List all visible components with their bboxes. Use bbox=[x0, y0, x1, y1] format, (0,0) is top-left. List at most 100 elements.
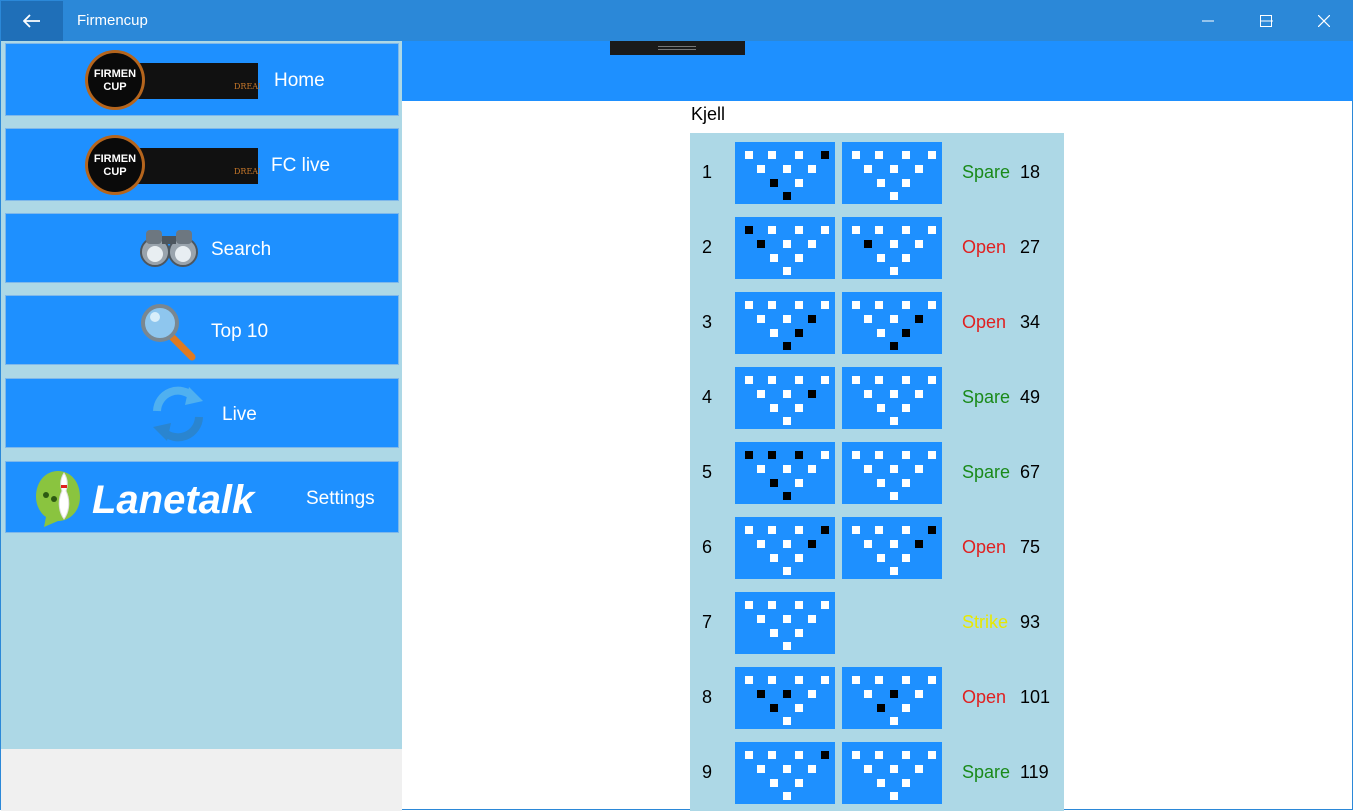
pin-diagram bbox=[842, 742, 942, 804]
handle-grip-line bbox=[658, 46, 696, 47]
sidebar-item-label: Search bbox=[211, 239, 272, 260]
pin-standing bbox=[757, 540, 765, 548]
pin-down bbox=[928, 526, 936, 534]
frame-number: 7 bbox=[702, 612, 713, 632]
window-title: Firmencup bbox=[77, 12, 148, 29]
pin-standing bbox=[852, 676, 860, 684]
pin-standing bbox=[795, 704, 803, 712]
sidebar-item-settings[interactable]: Lanetalk Settings bbox=[5, 461, 399, 533]
pin-standing bbox=[875, 676, 883, 684]
pin-standing bbox=[915, 240, 923, 248]
lanetalk-logo: Lanetalk bbox=[36, 471, 256, 527]
frame-total: 34 bbox=[1020, 312, 1041, 332]
pin-standing bbox=[890, 792, 898, 800]
pin-standing bbox=[808, 165, 816, 173]
pin-standing bbox=[795, 554, 803, 562]
pin-diagram bbox=[735, 667, 835, 729]
back-button[interactable] bbox=[1, 1, 63, 41]
pin-down bbox=[821, 151, 829, 159]
pin-down bbox=[864, 240, 872, 248]
maximize-icon bbox=[1260, 15, 1272, 27]
pin-standing bbox=[795, 226, 803, 234]
maximize-button[interactable] bbox=[1237, 1, 1295, 41]
pin-standing bbox=[821, 451, 829, 459]
pin-standing bbox=[864, 765, 872, 773]
pin-down bbox=[795, 451, 803, 459]
pin-standing bbox=[821, 301, 829, 309]
pin-down bbox=[890, 342, 898, 350]
pin-standing bbox=[808, 465, 816, 473]
sidebar-item-fc-live[interactable]: DREAM BOWL FIRMEN CUP FC live bbox=[5, 128, 399, 201]
binoculars-icon bbox=[140, 230, 198, 267]
frame-number: 2 bbox=[702, 237, 713, 257]
pin-standing bbox=[795, 629, 803, 637]
sidebar-item-live[interactable]: Live bbox=[5, 378, 399, 448]
pin-standing bbox=[915, 165, 923, 173]
pin-standing bbox=[808, 615, 816, 623]
pin-standing bbox=[902, 779, 910, 787]
pin-standing bbox=[902, 479, 910, 487]
pin-down bbox=[890, 690, 898, 698]
pin-down bbox=[915, 540, 923, 548]
frame-total: 18 bbox=[1020, 162, 1041, 182]
drag-handle[interactable] bbox=[610, 41, 745, 55]
close-button[interactable] bbox=[1295, 1, 1353, 41]
pin-standing bbox=[890, 315, 898, 323]
pin-standing bbox=[864, 540, 872, 548]
pin-standing bbox=[877, 404, 885, 412]
pin-standing bbox=[745, 376, 753, 384]
sidebar-panel: DREAM BOWL FIRMEN CUP Home DREAM BOWL FI… bbox=[1, 41, 402, 749]
pin-standing bbox=[902, 704, 910, 712]
sidebar-item-label: FC live bbox=[271, 155, 331, 176]
frame-total: 67 bbox=[1020, 462, 1041, 482]
pin-standing bbox=[852, 376, 860, 384]
title-bar: Firmencup bbox=[1, 1, 1353, 41]
player-name: Kjell bbox=[691, 104, 726, 124]
pin-down bbox=[770, 479, 778, 487]
pin-standing bbox=[890, 165, 898, 173]
pin-standing bbox=[877, 179, 885, 187]
pin-standing bbox=[783, 567, 791, 575]
pin-standing bbox=[875, 526, 883, 534]
pin-standing bbox=[890, 717, 898, 725]
pin-standing bbox=[864, 690, 872, 698]
pin-standing bbox=[902, 179, 910, 187]
pin-standing bbox=[783, 240, 791, 248]
frame-number: 9 bbox=[702, 762, 713, 782]
frame-total: 27 bbox=[1020, 237, 1041, 257]
pin-standing bbox=[795, 479, 803, 487]
minimize-button[interactable] bbox=[1179, 1, 1237, 41]
svg-text:CUP: CUP bbox=[103, 166, 126, 178]
sidebar: DREAM BOWL FIRMEN CUP Home DREAM BOWL FI… bbox=[1, 41, 402, 811]
pin-standing bbox=[745, 301, 753, 309]
pin-down bbox=[915, 315, 923, 323]
pin-standing bbox=[890, 417, 898, 425]
pin-standing bbox=[902, 226, 910, 234]
frame-result: Open bbox=[962, 687, 1007, 707]
pin-standing bbox=[795, 301, 803, 309]
pin-standing bbox=[890, 192, 898, 200]
sidebar-item-top-10[interactable]: Top 10 bbox=[5, 295, 399, 365]
pin-standing bbox=[915, 690, 923, 698]
pin-standing bbox=[852, 751, 860, 759]
pin-standing bbox=[864, 465, 872, 473]
pin-down bbox=[808, 390, 816, 398]
sidebar-item-search[interactable]: Search bbox=[5, 213, 399, 283]
frame-result: Spare bbox=[962, 762, 1011, 782]
pin-standing bbox=[877, 554, 885, 562]
pin-standing bbox=[877, 479, 885, 487]
pin-diagram bbox=[842, 292, 942, 354]
pin-diagram bbox=[735, 517, 835, 579]
pin-standing bbox=[808, 765, 816, 773]
sidebar-item-home[interactable]: DREAM BOWL FIRMEN CUP Home bbox=[5, 43, 399, 116]
frame-number: 6 bbox=[702, 537, 713, 557]
pin-down bbox=[745, 451, 753, 459]
pin-standing bbox=[875, 451, 883, 459]
frame-result: Strike bbox=[962, 612, 1009, 632]
pin-down bbox=[808, 315, 816, 323]
magnifier-icon bbox=[141, 304, 196, 361]
pin-standing bbox=[877, 329, 885, 337]
pin-diagram bbox=[842, 142, 942, 204]
sidebar-item-label: Settings bbox=[306, 488, 375, 509]
